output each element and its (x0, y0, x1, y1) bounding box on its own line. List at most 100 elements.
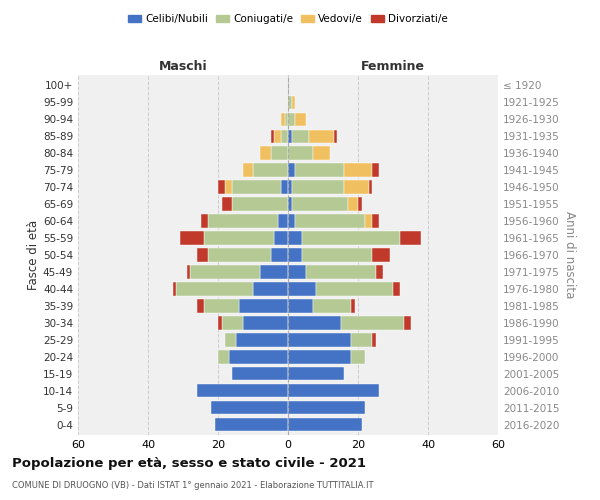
Bar (351, 300, 355, 312)
Bar (284, 112, 288, 126)
Bar (292, 198, 347, 210)
Bar (211, 401, 288, 414)
Bar (274, 232, 288, 244)
Bar (179, 232, 204, 244)
Y-axis label: Fasce di età: Fasce di età (27, 220, 40, 290)
Bar (341, 316, 404, 330)
Bar (218, 180, 225, 194)
Bar (274, 130, 281, 143)
Bar (197, 300, 204, 312)
Bar (218, 316, 221, 330)
Bar (190, 266, 260, 278)
Bar (347, 198, 358, 210)
Bar (253, 282, 288, 296)
Bar (288, 112, 295, 126)
Text: Femmine: Femmine (361, 60, 425, 74)
Bar (358, 198, 361, 210)
Bar (302, 248, 372, 262)
Bar (305, 266, 376, 278)
Bar (288, 232, 302, 244)
Bar (288, 418, 361, 432)
Bar (242, 316, 288, 330)
Bar (271, 130, 274, 143)
Bar (277, 214, 288, 228)
Bar (295, 164, 344, 176)
Bar (295, 112, 305, 126)
Text: Popolazione per età, sesso e stato civile - 2021: Popolazione per età, sesso e stato civil… (12, 458, 366, 470)
Bar (400, 232, 421, 244)
Bar (281, 112, 284, 126)
Bar (176, 282, 253, 296)
Bar (288, 266, 305, 278)
Bar (204, 300, 239, 312)
Bar (232, 198, 288, 210)
Bar (288, 300, 313, 312)
Bar (288, 180, 292, 194)
Bar (288, 401, 365, 414)
Bar (309, 130, 334, 143)
Bar (232, 180, 281, 194)
Bar (288, 248, 302, 262)
Bar (288, 334, 351, 346)
Bar (372, 164, 379, 176)
Bar (288, 282, 316, 296)
Bar (229, 350, 288, 364)
Bar (344, 164, 372, 176)
Bar (365, 214, 372, 228)
Bar (288, 164, 295, 176)
Text: COMUNE DI DRUOGNO (VB) - Dati ISTAT 1° gennaio 2021 - Elaborazione TUTTITALIA.IT: COMUNE DI DRUOGNO (VB) - Dati ISTAT 1° g… (12, 481, 373, 490)
Bar (225, 180, 232, 194)
Bar (232, 367, 288, 380)
Bar (372, 248, 389, 262)
Bar (288, 350, 351, 364)
Bar (351, 334, 372, 346)
Bar (221, 198, 232, 210)
Bar (271, 146, 288, 160)
Bar (200, 214, 208, 228)
Bar (292, 96, 295, 109)
Text: Maschi: Maschi (158, 60, 208, 74)
Bar (288, 214, 295, 228)
Bar (281, 180, 288, 194)
Bar (313, 146, 330, 160)
Bar (281, 130, 288, 143)
Bar (292, 130, 309, 143)
Bar (393, 282, 400, 296)
Bar (215, 418, 288, 432)
Bar (197, 248, 208, 262)
Bar (334, 130, 337, 143)
Bar (208, 214, 277, 228)
Bar (242, 164, 253, 176)
Bar (288, 130, 292, 143)
Bar (344, 180, 368, 194)
Bar (351, 350, 365, 364)
Bar (288, 367, 344, 380)
Bar (197, 384, 288, 398)
Bar (376, 266, 383, 278)
Bar (221, 316, 242, 330)
Bar (316, 282, 393, 296)
Bar (288, 384, 379, 398)
Y-axis label: Anni di nascita: Anni di nascita (563, 212, 576, 298)
Bar (260, 146, 271, 160)
Bar (288, 146, 313, 160)
Bar (372, 334, 376, 346)
Bar (173, 282, 176, 296)
Bar (288, 316, 341, 330)
Bar (239, 300, 288, 312)
Bar (208, 248, 271, 262)
Bar (225, 334, 235, 346)
Bar (271, 248, 288, 262)
Bar (253, 164, 288, 176)
Bar (302, 232, 400, 244)
Bar (260, 266, 288, 278)
Bar (372, 214, 379, 228)
Bar (295, 214, 365, 228)
Bar (187, 266, 190, 278)
Bar (218, 350, 229, 364)
Bar (404, 316, 410, 330)
Bar (204, 232, 274, 244)
Bar (288, 198, 292, 210)
Bar (288, 96, 292, 109)
Legend: Celibi/Nubili, Coniugati/e, Vedovi/e, Divorziati/e: Celibi/Nubili, Coniugati/e, Vedovi/e, Di… (124, 10, 452, 29)
